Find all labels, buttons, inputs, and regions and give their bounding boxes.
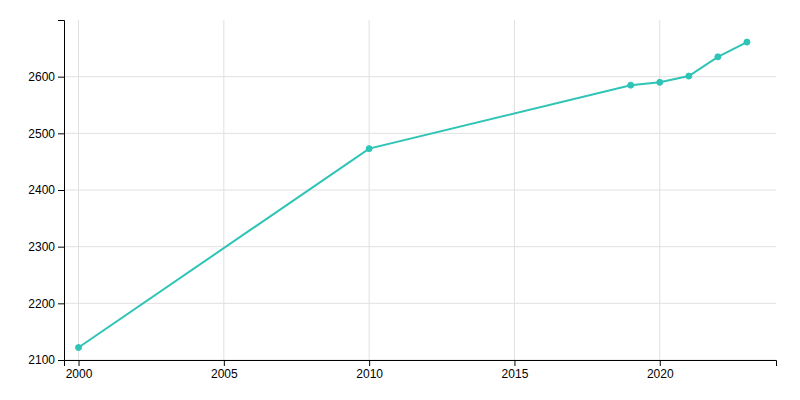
y-tick-label: 2200 xyxy=(28,297,55,311)
grid-line-y xyxy=(64,190,776,191)
x-tick-mark xyxy=(660,360,661,366)
y-tick-mark xyxy=(58,133,64,134)
grid-line-y xyxy=(64,246,776,247)
grid-line-y xyxy=(64,133,776,134)
y-tick-label: 2300 xyxy=(28,240,55,254)
x-tick-mark xyxy=(369,360,370,366)
x-tick-label: 2020 xyxy=(647,367,674,381)
y-tick-mark xyxy=(58,303,64,304)
point xyxy=(686,73,692,79)
x-axis: 2000 2005 2010 2015 2020 xyxy=(65,360,777,381)
y-tick: 2600 xyxy=(28,70,64,84)
y-tick: 2200 xyxy=(28,297,64,311)
x-tick-label: 2005 xyxy=(211,367,238,381)
y-axis: 2100 2200 2300 2400 2500 2600 xyxy=(28,21,64,368)
y-tick-label: 2600 xyxy=(28,70,55,84)
grid xyxy=(64,20,776,360)
point xyxy=(744,39,750,45)
grid-line-y xyxy=(64,76,776,77)
y-tick-mark xyxy=(58,190,64,191)
point xyxy=(76,345,82,351)
point xyxy=(715,54,721,60)
x-tick-mark xyxy=(514,360,515,366)
y-tick: 2100 xyxy=(28,353,64,367)
y-tick: 2400 xyxy=(28,183,64,197)
x-tick-label: 2000 xyxy=(66,367,93,381)
chart-svg: 2000 2005 2010 2015 2020 2100 2200 2300 2400 2500… xyxy=(0,0,800,400)
x-axis-line xyxy=(65,361,777,367)
grid-line-y xyxy=(64,303,776,304)
x-tick: 2015 xyxy=(502,360,529,381)
chart-container: 2000 2005 2010 2015 2020 2100 2200 2300 2400 2500… xyxy=(0,0,800,400)
y-tick-mark xyxy=(58,360,64,361)
x-tick-label: 2015 xyxy=(502,367,529,381)
x-tick-label: 2010 xyxy=(356,367,383,381)
y-tick: 2300 xyxy=(28,240,64,254)
x-tick-mark xyxy=(79,360,80,366)
y-tick-label: 2500 xyxy=(28,127,55,141)
point xyxy=(657,79,663,85)
y-tick-mark xyxy=(58,77,64,78)
y-tick-mark xyxy=(58,247,64,248)
point xyxy=(628,82,634,88)
plot-area xyxy=(76,39,750,350)
y-tick-label: 2100 xyxy=(28,353,55,367)
point xyxy=(366,146,372,152)
x-tick-mark xyxy=(224,360,225,366)
y-tick-label: 2400 xyxy=(28,183,55,197)
x-tick: 2005 xyxy=(211,360,238,381)
line xyxy=(79,42,747,347)
x-tick: 2020 xyxy=(647,360,674,381)
x-tick: 2000 xyxy=(66,360,93,381)
y-axis-line xyxy=(58,21,65,361)
y-tick: 2500 xyxy=(28,127,64,141)
x-tick: 2010 xyxy=(356,360,383,381)
